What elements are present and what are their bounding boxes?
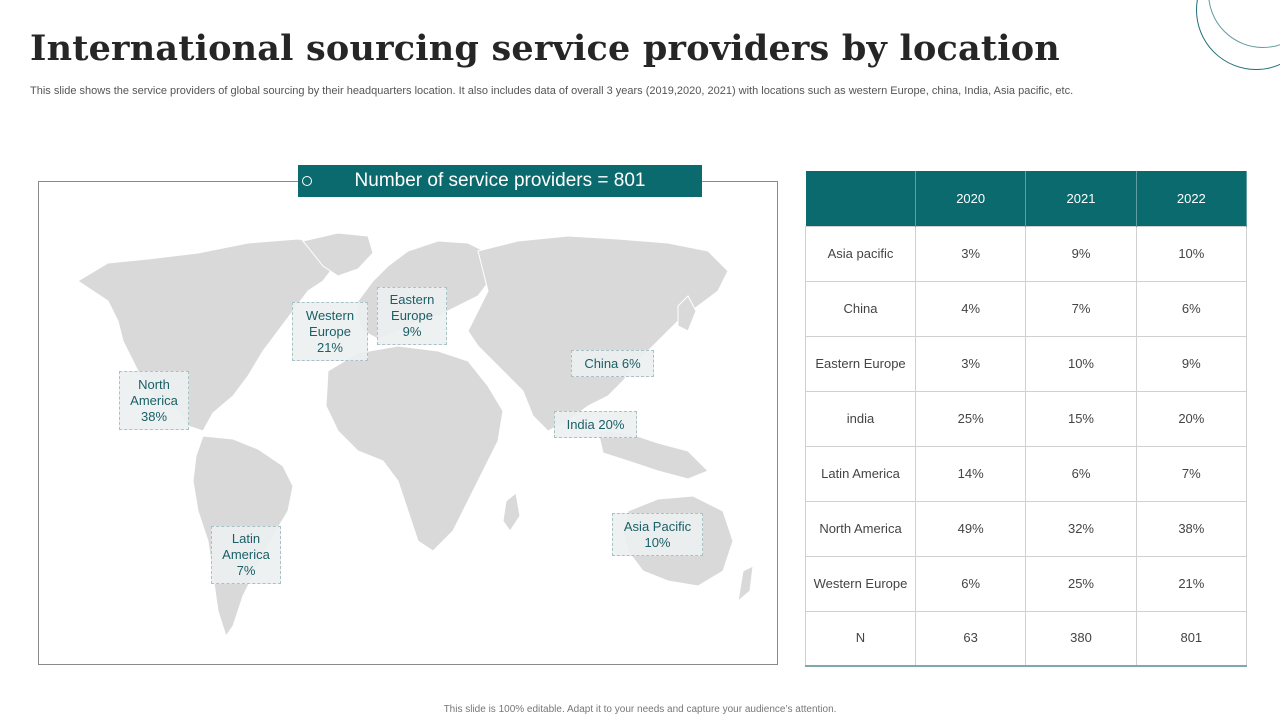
label-china: China 6% bbox=[571, 350, 654, 377]
table-header-cell: 2020 bbox=[915, 171, 1027, 226]
table-row: india 25% 15% 20% bbox=[805, 390, 1248, 447]
africa-shape bbox=[325, 345, 504, 552]
service-providers-banner: Number of service providers = 801 bbox=[298, 165, 702, 197]
label-india: India 20% bbox=[554, 411, 637, 438]
table-row: China 4% 7% 6% bbox=[805, 280, 1248, 337]
japan-shape bbox=[677, 295, 697, 332]
world-map bbox=[77, 232, 754, 638]
table-cell: 63 bbox=[914, 610, 1027, 667]
table-header-cell: 2021 bbox=[1025, 171, 1137, 226]
table-header-cell: 2022 bbox=[1136, 171, 1248, 226]
label-western-europe: Western Europe 21% bbox=[292, 302, 368, 361]
table-cell: 380 bbox=[1025, 610, 1137, 667]
table-cell: 9% bbox=[1025, 225, 1137, 282]
table-row: Western Europe 6% 25% 21% bbox=[805, 555, 1248, 612]
table-cell: 3% bbox=[914, 225, 1027, 282]
row-label: China bbox=[805, 280, 916, 337]
label-asia-pacific: Asia Pacific 10% bbox=[612, 513, 703, 556]
table-row: Latin America 14% 6% 7% bbox=[805, 445, 1248, 502]
slide-footer: This slide is 100% editable. Adapt it to… bbox=[443, 704, 837, 715]
providers-table: 2020 2021 2022 Asia pacific 3% 9% 10% Ch… bbox=[805, 171, 1248, 667]
banner-text: Number of service providers = 801 bbox=[354, 170, 646, 191]
table-header-cell bbox=[805, 171, 916, 226]
label-eastern-europe: Eastern Europe 9% bbox=[377, 287, 447, 345]
madagascar-shape bbox=[502, 492, 521, 532]
table-cell: 7% bbox=[1025, 280, 1137, 337]
table-cell: 14% bbox=[914, 445, 1027, 502]
slide-title: International sourcing service providers… bbox=[30, 28, 1060, 69]
table-row: Asia pacific 3% 9% 10% bbox=[805, 225, 1248, 282]
table-cell: 21% bbox=[1135, 555, 1248, 612]
table-cell: 25% bbox=[1025, 555, 1137, 612]
row-label: Asia pacific bbox=[805, 225, 916, 282]
table-cell: 801 bbox=[1135, 610, 1248, 667]
table-cell: 3% bbox=[914, 335, 1027, 392]
north-america-shape bbox=[77, 238, 339, 432]
asia-shape bbox=[467, 235, 729, 432]
table-row: N 63 380 801 bbox=[805, 610, 1248, 667]
row-label: Western Europe bbox=[805, 555, 916, 612]
row-label: Latin America bbox=[805, 445, 916, 502]
slide-subtitle: This slide shows the service providers o… bbox=[30, 85, 1074, 97]
table-cell: 4% bbox=[914, 280, 1027, 337]
table-cell: 38% bbox=[1135, 500, 1248, 557]
banner-bullet-icon bbox=[302, 176, 312, 186]
label-north-america: North America 38% bbox=[119, 371, 189, 430]
row-label: N bbox=[805, 610, 916, 667]
table-cell: 15% bbox=[1025, 390, 1137, 447]
table-cell: 6% bbox=[914, 555, 1027, 612]
table-cell: 7% bbox=[1135, 445, 1248, 502]
table-cell: 49% bbox=[914, 500, 1027, 557]
greenland-shape bbox=[302, 232, 374, 277]
new-zealand-shape bbox=[737, 565, 754, 603]
table-row: North America 49% 32% 38% bbox=[805, 500, 1248, 557]
table-cell: 10% bbox=[1135, 225, 1248, 282]
table-cell: 20% bbox=[1135, 390, 1248, 447]
table-cell: 9% bbox=[1135, 335, 1248, 392]
table-cell: 6% bbox=[1025, 445, 1137, 502]
table-cell: 25% bbox=[914, 390, 1027, 447]
row-label: Eastern Europe bbox=[805, 335, 916, 392]
table-cell: 6% bbox=[1135, 280, 1248, 337]
row-label: india bbox=[805, 390, 916, 447]
label-latin-america: Latin America 7% bbox=[211, 526, 281, 584]
table-cell: 32% bbox=[1025, 500, 1137, 557]
table-header-row: 2020 2021 2022 bbox=[805, 171, 1248, 226]
row-label: North America bbox=[805, 500, 916, 557]
table-row: Eastern Europe 3% 10% 9% bbox=[805, 335, 1248, 392]
indonesia-shape bbox=[597, 430, 709, 480]
table-cell: 10% bbox=[1025, 335, 1137, 392]
